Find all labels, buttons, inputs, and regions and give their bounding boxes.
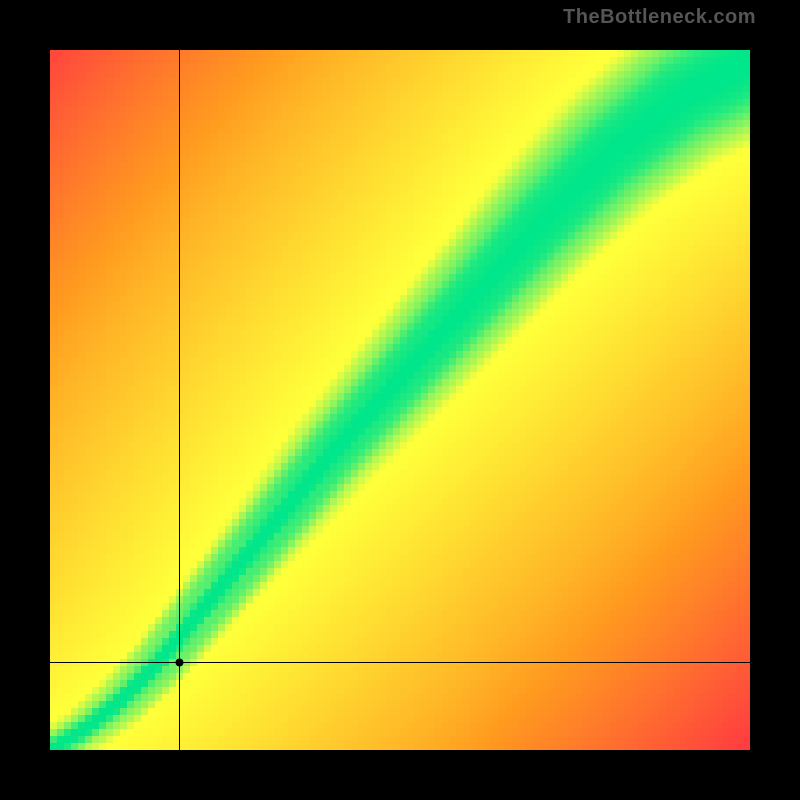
watermark-text: TheBottleneck.com (563, 6, 756, 29)
bottleneck-heatmap (50, 50, 750, 750)
